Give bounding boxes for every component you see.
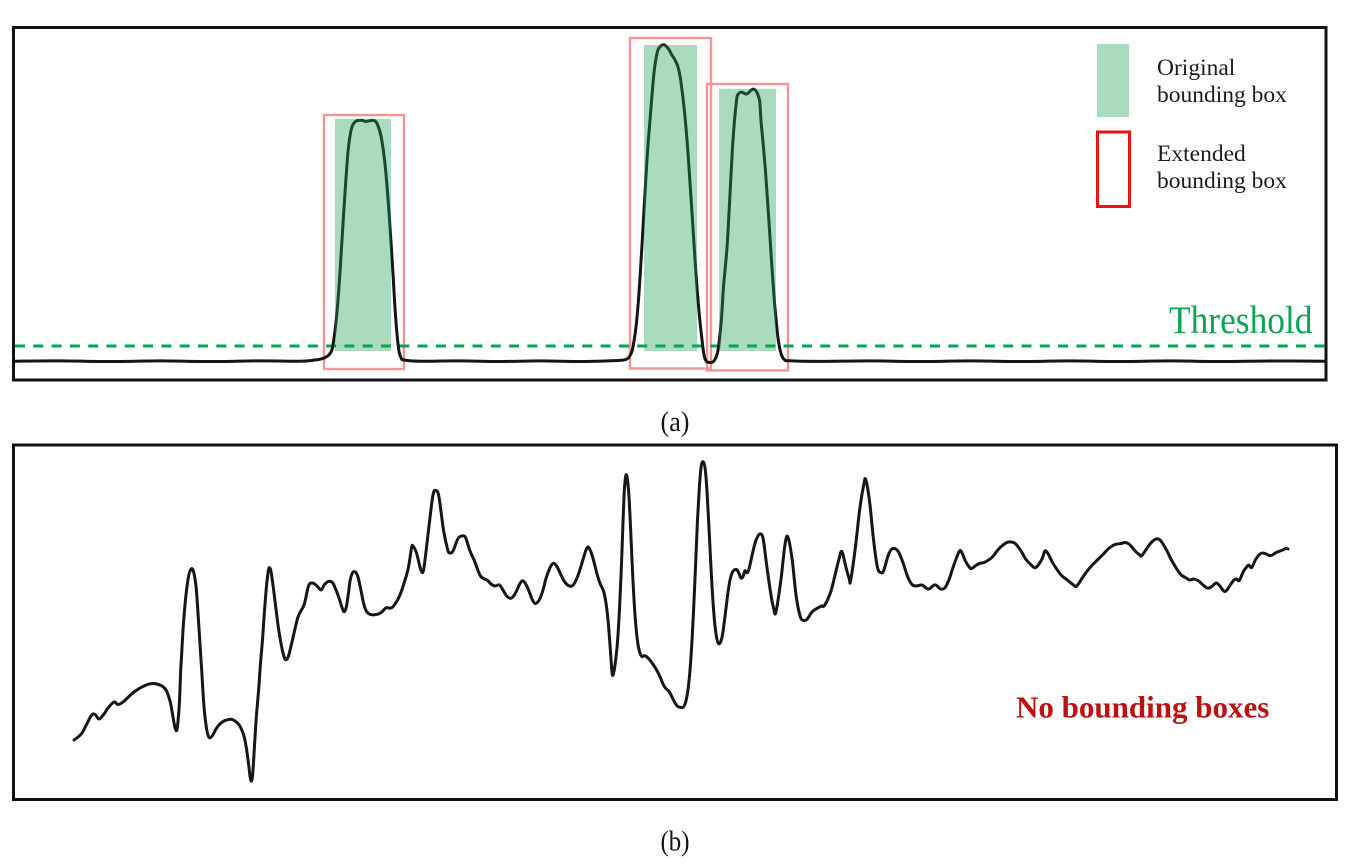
svg-text:(b): (b) [661,827,690,858]
svg-text:Threshold: Threshold [1169,299,1313,342]
svg-text:bounding box: bounding box [1157,168,1287,194]
svg-text:Original: Original [1157,55,1236,81]
svg-text:bounding box: bounding box [1157,82,1287,108]
svg-text:Extended: Extended [1157,141,1246,167]
svg-text:No bounding boxes: No bounding boxes [1016,690,1269,725]
svg-text:(a): (a) [661,407,690,438]
